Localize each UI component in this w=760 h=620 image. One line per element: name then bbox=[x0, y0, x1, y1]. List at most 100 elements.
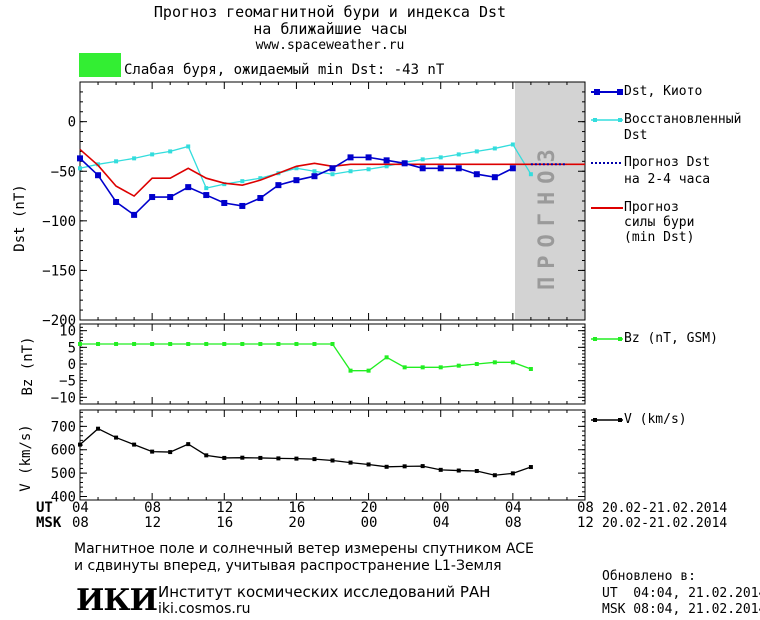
msk-tick-label: 04 bbox=[432, 515, 450, 531]
bz-frame bbox=[79, 323, 586, 405]
dst-kyoto-point bbox=[491, 174, 498, 181]
restored-dst-point bbox=[222, 182, 227, 187]
dst-kyoto-point bbox=[347, 154, 354, 161]
msk-tick-label: 08 bbox=[504, 515, 522, 531]
v-point bbox=[438, 467, 443, 472]
bz-point bbox=[258, 342, 263, 346]
v-point bbox=[492, 473, 497, 478]
dst-kyoto-point bbox=[167, 194, 174, 201]
restored-dst-point bbox=[384, 164, 389, 169]
legend-storm-line2: силы бури bbox=[624, 215, 695, 230]
bz-point bbox=[420, 365, 425, 370]
restored-dst-point bbox=[150, 152, 155, 157]
msk-tick-label: 16 bbox=[216, 515, 234, 531]
dst-frame bbox=[79, 81, 586, 321]
bz-point bbox=[330, 342, 335, 346]
restored-dst-point bbox=[474, 149, 479, 154]
v-y-axis: 700 600 500 400 bbox=[51, 411, 585, 505]
v-point bbox=[330, 458, 335, 463]
v-point bbox=[510, 471, 515, 476]
bz-point bbox=[312, 342, 317, 346]
dst-y-axis: 0 −50 −100 −150 −200 bbox=[42, 81, 585, 329]
dst-kyoto-point bbox=[401, 160, 408, 167]
msk-tick-label: 20 bbox=[288, 515, 306, 531]
forecast-band-label: ПРОГНОЗ bbox=[535, 141, 560, 290]
title-line1: Прогноз геомагнитной бури и индекса Dst bbox=[153, 3, 507, 21]
legend-v: V (km/s) bbox=[624, 412, 687, 427]
bz-point bbox=[510, 360, 515, 365]
v-point bbox=[186, 442, 191, 447]
ut-label: UT bbox=[36, 500, 53, 516]
storm-status-text: Слабая буря, ожидаемый min Dst: -43 nT bbox=[124, 62, 445, 78]
restored-dst-point bbox=[492, 146, 497, 151]
ut-tick-label: 04 bbox=[504, 500, 522, 516]
bz-point bbox=[402, 365, 407, 370]
y-tick-label: 500 bbox=[51, 466, 76, 482]
footer-note-line1: Магнитное поле и солнечный ветер измерен… bbox=[74, 541, 534, 557]
bz-point bbox=[204, 342, 209, 346]
website-link[interactable]: www.spaceweather.ru bbox=[255, 38, 405, 53]
msk-date-range: 20.02-21.02.2014 bbox=[602, 516, 728, 531]
restored-dst-point bbox=[420, 157, 425, 162]
v-point bbox=[78, 442, 82, 447]
legend-storm-line3: (min Dst) bbox=[624, 230, 695, 245]
v-point bbox=[402, 464, 407, 469]
y-tick-label: 0 bbox=[68, 357, 76, 373]
bz-point bbox=[186, 342, 191, 346]
dst-kyoto-point bbox=[185, 184, 192, 191]
y-tick-label: −10 bbox=[51, 390, 76, 406]
msk-label: MSK bbox=[36, 515, 62, 531]
restored-dst-point bbox=[78, 166, 82, 171]
v-point bbox=[258, 455, 263, 460]
msk-tick-label: 08 bbox=[72, 515, 89, 531]
v-point bbox=[276, 456, 281, 461]
dst-kyoto-point bbox=[113, 198, 120, 205]
y-tick-label: −50 bbox=[51, 164, 76, 180]
restored-dst-point bbox=[258, 176, 263, 181]
msk-tick-label: 12 bbox=[577, 515, 594, 531]
legend-bz: Bz (nT, GSM) bbox=[624, 331, 718, 346]
legend-bz-marker2 bbox=[618, 337, 622, 341]
legend-dst-kyoto-marker2 bbox=[617, 89, 623, 95]
legend-bz-marker bbox=[593, 337, 597, 341]
v-line bbox=[79, 427, 532, 476]
bz-ylabel: Bz (nT) bbox=[20, 336, 36, 395]
updated-msk: MSK 08:04, 21.02.2014 bbox=[602, 602, 760, 617]
bz-point bbox=[492, 360, 497, 365]
bz-point bbox=[78, 342, 82, 346]
v-point bbox=[96, 426, 101, 431]
ut-tick-label: 16 bbox=[288, 500, 306, 516]
dst-kyoto-point bbox=[221, 199, 228, 206]
bz-series bbox=[78, 342, 533, 373]
restored-dst-point bbox=[330, 172, 335, 177]
restored-dst-point bbox=[168, 149, 173, 154]
y-tick-label: 0 bbox=[68, 115, 76, 131]
restored-dst-point bbox=[312, 169, 317, 174]
bz-point bbox=[114, 342, 119, 346]
legend-restored-line1: Восстановленный bbox=[624, 112, 742, 127]
v-point bbox=[204, 453, 209, 458]
dst-kyoto-point bbox=[509, 165, 516, 172]
restored-dst-point bbox=[240, 179, 245, 184]
y-tick-label: −150 bbox=[42, 263, 76, 279]
ut-tick-label: 08 bbox=[144, 500, 161, 516]
bz-point bbox=[384, 355, 389, 360]
v-point bbox=[312, 457, 317, 462]
dst-kyoto-point bbox=[239, 202, 246, 209]
restored-dst-point bbox=[456, 152, 461, 157]
bz-point bbox=[456, 363, 461, 368]
dst-kyoto-point bbox=[383, 157, 390, 164]
bz-point bbox=[438, 365, 443, 370]
dst-kyoto-point bbox=[437, 165, 444, 172]
institute-name: Институт космических исследований РАН bbox=[158, 583, 491, 601]
legend-dst-kyoto-marker bbox=[594, 89, 600, 95]
restored-dst-point bbox=[348, 169, 353, 174]
v-frame bbox=[79, 409, 586, 501]
dst-kyoto-point bbox=[149, 194, 156, 201]
legend-storm-line1: Прогноз bbox=[624, 200, 679, 215]
v-point bbox=[150, 449, 155, 454]
y-tick-label: 700 bbox=[51, 419, 76, 435]
institute-site-link[interactable]: iki.cosmos.ru bbox=[158, 601, 251, 617]
bz-point bbox=[294, 342, 299, 346]
